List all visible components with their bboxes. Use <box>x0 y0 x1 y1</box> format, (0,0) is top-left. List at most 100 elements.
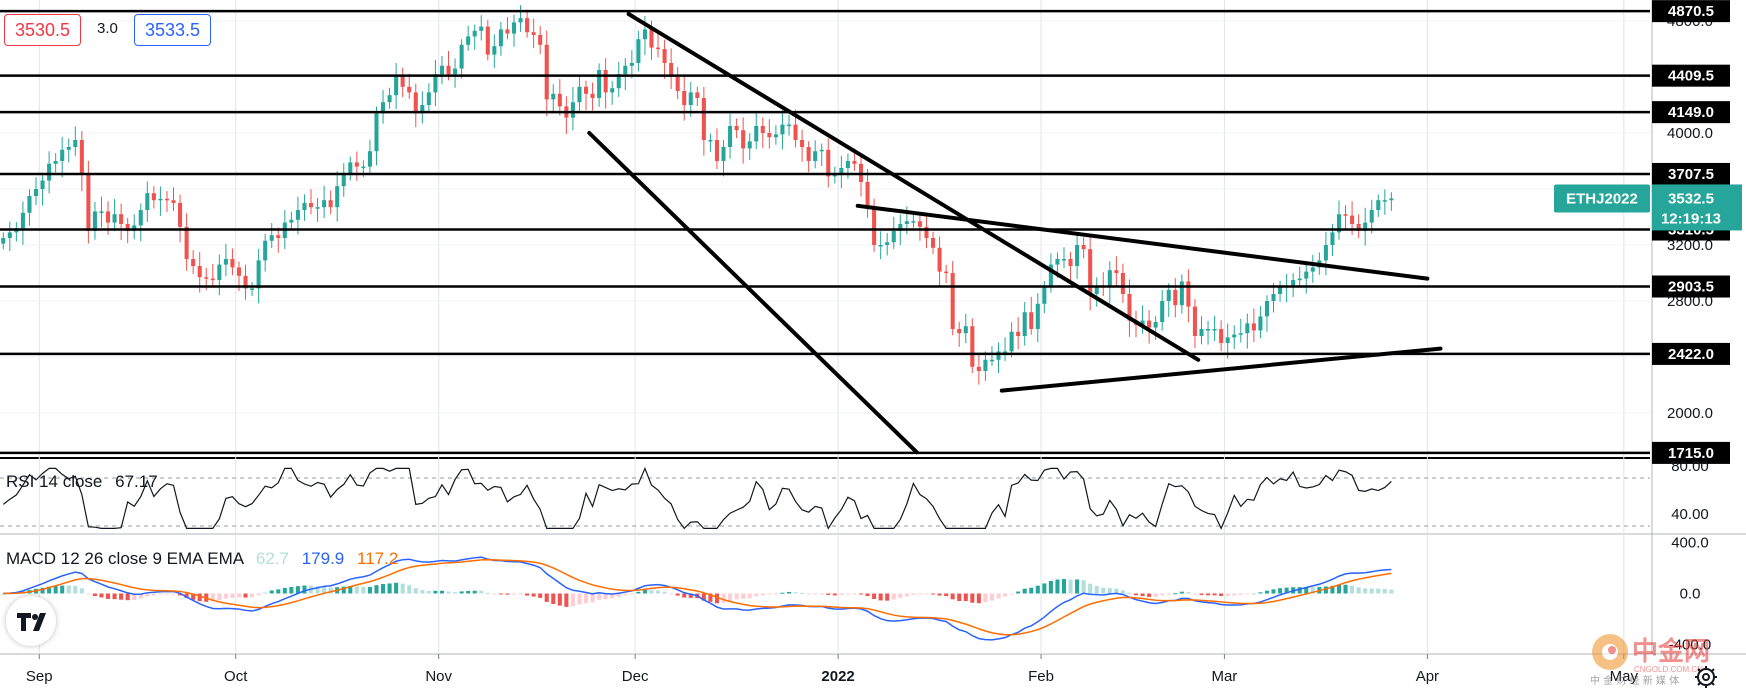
candle-body <box>1127 294 1132 321</box>
candle-body <box>1336 214 1342 233</box>
level-price-label-text: 2422.0 <box>1668 346 1714 363</box>
candle-body <box>1035 303 1040 329</box>
level-price-label-bg <box>1652 275 1730 298</box>
candle-body <box>747 141 752 149</box>
candle-body <box>381 102 386 114</box>
time-tick-label: Oct <box>224 668 248 685</box>
macd-histogram-bar <box>1186 592 1191 594</box>
macd-histogram-bar <box>675 593 680 596</box>
candle-body <box>498 29 503 47</box>
candle-body <box>1022 312 1027 336</box>
candle-body <box>1192 306 1197 336</box>
macd-histogram-bar <box>315 586 320 594</box>
candle-body <box>1186 281 1191 307</box>
candle-body <box>197 266 202 278</box>
macd-histogram-bar <box>1127 593 1132 595</box>
macd-histogram-bar <box>230 593 235 598</box>
ask-price-box[interactable]: 3533.5 <box>134 14 212 46</box>
macd-histogram-bar <box>557 593 562 606</box>
candle-body <box>322 200 327 208</box>
candle-body <box>1382 200 1387 202</box>
candle-body <box>446 65 451 75</box>
symbol-label-text: ETHJ2022 <box>1566 190 1638 207</box>
candle-body <box>66 147 71 150</box>
candle-body <box>1055 259 1060 265</box>
candle-body <box>1271 294 1276 301</box>
candle-body <box>800 140 805 147</box>
candle-body <box>1291 280 1296 286</box>
candle-body <box>662 49 667 63</box>
watermark-subtext: CNGOLD.COM.CN <box>1634 665 1703 674</box>
macd-histogram-bar <box>420 590 425 594</box>
candle-body <box>989 359 994 362</box>
candle-body <box>1225 337 1230 343</box>
level-price-label-bg <box>1652 101 1730 124</box>
candle-body <box>773 134 778 138</box>
macd-histogram-bar <box>858 593 864 595</box>
macd-histogram-bar <box>1009 593 1014 595</box>
macd-histogram-bar <box>662 591 667 594</box>
macd-histogram-bar <box>106 593 111 599</box>
macd-histogram-bar <box>394 582 399 594</box>
candle-body <box>256 260 261 289</box>
macd-tick-label: 400.0 <box>1671 535 1709 552</box>
candle-body <box>1068 259 1073 266</box>
macd-histogram-bar <box>1140 593 1145 597</box>
candle-body <box>1140 320 1145 325</box>
price-tick-label: 2000.0 <box>1667 405 1713 422</box>
candle-body <box>40 180 45 189</box>
candle-body <box>669 63 674 77</box>
candle-body <box>1003 351 1008 353</box>
macd-histogram-bar <box>656 590 661 594</box>
price-tick-label: 4000.0 <box>1667 125 1713 142</box>
macd-histogram-bar <box>250 593 255 598</box>
watermark-text: 中金网 <box>1632 636 1710 667</box>
macd-histogram-bar <box>1297 587 1302 594</box>
candle-body <box>1016 331 1021 336</box>
rsi-tick-label: 40.00 <box>1671 506 1709 523</box>
macd-histogram-bar <box>583 593 589 604</box>
macd-histogram-bar <box>132 593 137 600</box>
level-price-label: 2422.0 <box>1652 342 1730 365</box>
macd-line <box>3 556 1392 641</box>
macd-histogram-bar <box>184 593 189 598</box>
macd-histogram-bar <box>1055 579 1060 594</box>
candle-body <box>367 151 372 167</box>
macd-legend[interactable]: MACD 12 26 close 9 EMA EMA 62.7 179.9 11… <box>6 549 398 569</box>
candle-body <box>996 351 1001 360</box>
candle-body <box>1147 320 1152 328</box>
macd-histogram-bar <box>217 593 222 601</box>
macd-histogram-bar <box>1278 588 1283 594</box>
candle-body <box>217 264 222 280</box>
bid-price-box[interactable]: 3530.5 <box>4 14 82 46</box>
level-price-label-bg <box>1652 342 1730 365</box>
candle-body <box>138 210 143 226</box>
macd-histogram-bar <box>832 593 837 596</box>
macd-legend-signal-value: 117.2 <box>357 549 399 568</box>
macd-histogram-bar <box>1271 589 1276 594</box>
macd-histogram-bar <box>479 590 484 594</box>
macd-histogram-bar <box>66 585 71 594</box>
macd-histogram-bar <box>878 593 883 601</box>
macd-histogram-bar <box>407 585 412 594</box>
candle-body <box>976 366 981 371</box>
candle-body <box>151 193 156 201</box>
rsi-legend[interactable]: RSI 14 close 67.17 <box>6 472 158 492</box>
candle-body <box>603 70 608 93</box>
level-price-label: 4149.0 <box>1652 101 1730 124</box>
tradingview-logo-icon[interactable] <box>6 596 56 646</box>
macd-histogram-bar <box>708 593 713 602</box>
macd-histogram-bar <box>158 593 163 595</box>
trendline <box>626 12 1201 362</box>
settings-gear-icon[interactable] <box>1693 664 1719 690</box>
rsi-legend-title: RSI 14 close <box>6 472 103 491</box>
macd-histogram-bar <box>800 592 805 594</box>
macd-histogram-bar <box>872 593 877 600</box>
candle-body <box>1323 245 1328 261</box>
candle-body <box>289 219 294 223</box>
trendline <box>587 131 919 455</box>
macd-histogram-bar <box>269 590 274 594</box>
time-tick-label: Sep <box>26 668 53 685</box>
watermark: 中金网 CNGOLD.COM.CN 中 金 财 经 新 媒 体 <box>1588 628 1738 688</box>
